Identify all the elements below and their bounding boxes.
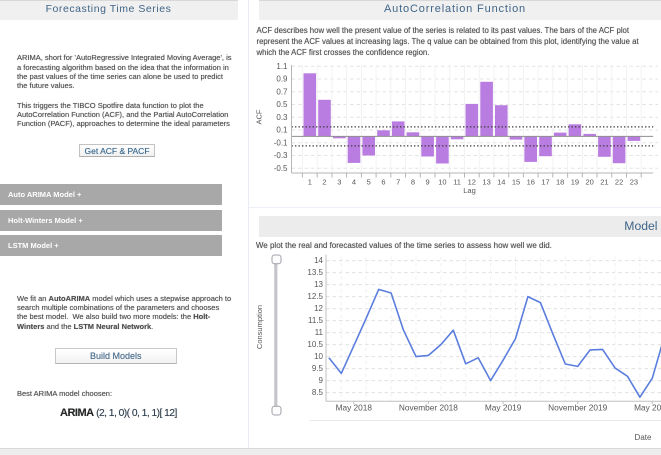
svg-text:16: 16 bbox=[527, 178, 535, 187]
svg-text:12: 12 bbox=[314, 304, 323, 313]
svg-text:May 2018: May 2018 bbox=[336, 403, 373, 413]
svg-text:0.9: 0.9 bbox=[276, 75, 288, 84]
svg-text:13: 13 bbox=[482, 178, 490, 187]
svg-text:November 2019: November 2019 bbox=[548, 403, 607, 413]
svg-text:1.1: 1.1 bbox=[276, 62, 288, 71]
svg-text:6: 6 bbox=[381, 178, 385, 187]
svg-text:1: 1 bbox=[308, 178, 312, 187]
svg-text:12.5: 12.5 bbox=[307, 292, 323, 301]
svg-text:May 2019: May 2019 bbox=[485, 403, 522, 413]
svg-text:10.5: 10.5 bbox=[307, 340, 323, 349]
svg-text:21: 21 bbox=[600, 178, 608, 187]
svg-text:Lag: Lag bbox=[463, 186, 476, 195]
svg-text:17: 17 bbox=[541, 178, 549, 187]
svg-text:15: 15 bbox=[512, 178, 520, 187]
svg-text:3: 3 bbox=[337, 178, 341, 187]
svg-text:ACF: ACF bbox=[255, 109, 264, 124]
svg-text:10: 10 bbox=[438, 178, 446, 187]
svg-text:20: 20 bbox=[586, 178, 594, 187]
svg-text:-0.1: -0.1 bbox=[274, 138, 288, 147]
svg-text:8.5: 8.5 bbox=[312, 388, 324, 397]
svg-text:7: 7 bbox=[396, 178, 400, 187]
svg-text:Consumption: Consumption bbox=[255, 305, 264, 349]
svg-text:12: 12 bbox=[468, 178, 476, 187]
svg-text:0.3: 0.3 bbox=[276, 113, 288, 122]
svg-text:5: 5 bbox=[367, 178, 371, 187]
svg-text:11: 11 bbox=[315, 328, 324, 337]
svg-text:0.7: 0.7 bbox=[276, 87, 288, 96]
svg-text:8: 8 bbox=[411, 178, 415, 187]
svg-text:22: 22 bbox=[615, 178, 623, 187]
svg-text:0.5: 0.5 bbox=[276, 100, 288, 109]
svg-text:10: 10 bbox=[314, 352, 323, 361]
svg-text:11.5: 11.5 bbox=[308, 316, 324, 325]
svg-text:13: 13 bbox=[314, 280, 323, 289]
svg-text:May 2020: May 2020 bbox=[634, 403, 661, 413]
svg-text:19: 19 bbox=[571, 178, 579, 187]
svg-text:9: 9 bbox=[426, 178, 430, 187]
svg-text:11: 11 bbox=[453, 178, 461, 187]
svg-text:November 2018: November 2018 bbox=[399, 403, 458, 413]
svg-text:-0.5: -0.5 bbox=[274, 164, 288, 173]
svg-text:2: 2 bbox=[322, 178, 326, 187]
svg-text:9: 9 bbox=[319, 376, 324, 385]
svg-text:9.5: 9.5 bbox=[312, 364, 324, 373]
svg-text:0.1: 0.1 bbox=[276, 126, 288, 135]
svg-text:18: 18 bbox=[556, 178, 564, 187]
svg-text:4: 4 bbox=[352, 178, 356, 187]
svg-text:23: 23 bbox=[630, 178, 638, 187]
svg-text:Date: Date bbox=[635, 433, 652, 442]
svg-text:-0.3: -0.3 bbox=[274, 151, 288, 160]
svg-text:13.5: 13.5 bbox=[307, 268, 323, 277]
svg-text:14: 14 bbox=[314, 256, 323, 265]
svg-text:14: 14 bbox=[497, 178, 505, 187]
